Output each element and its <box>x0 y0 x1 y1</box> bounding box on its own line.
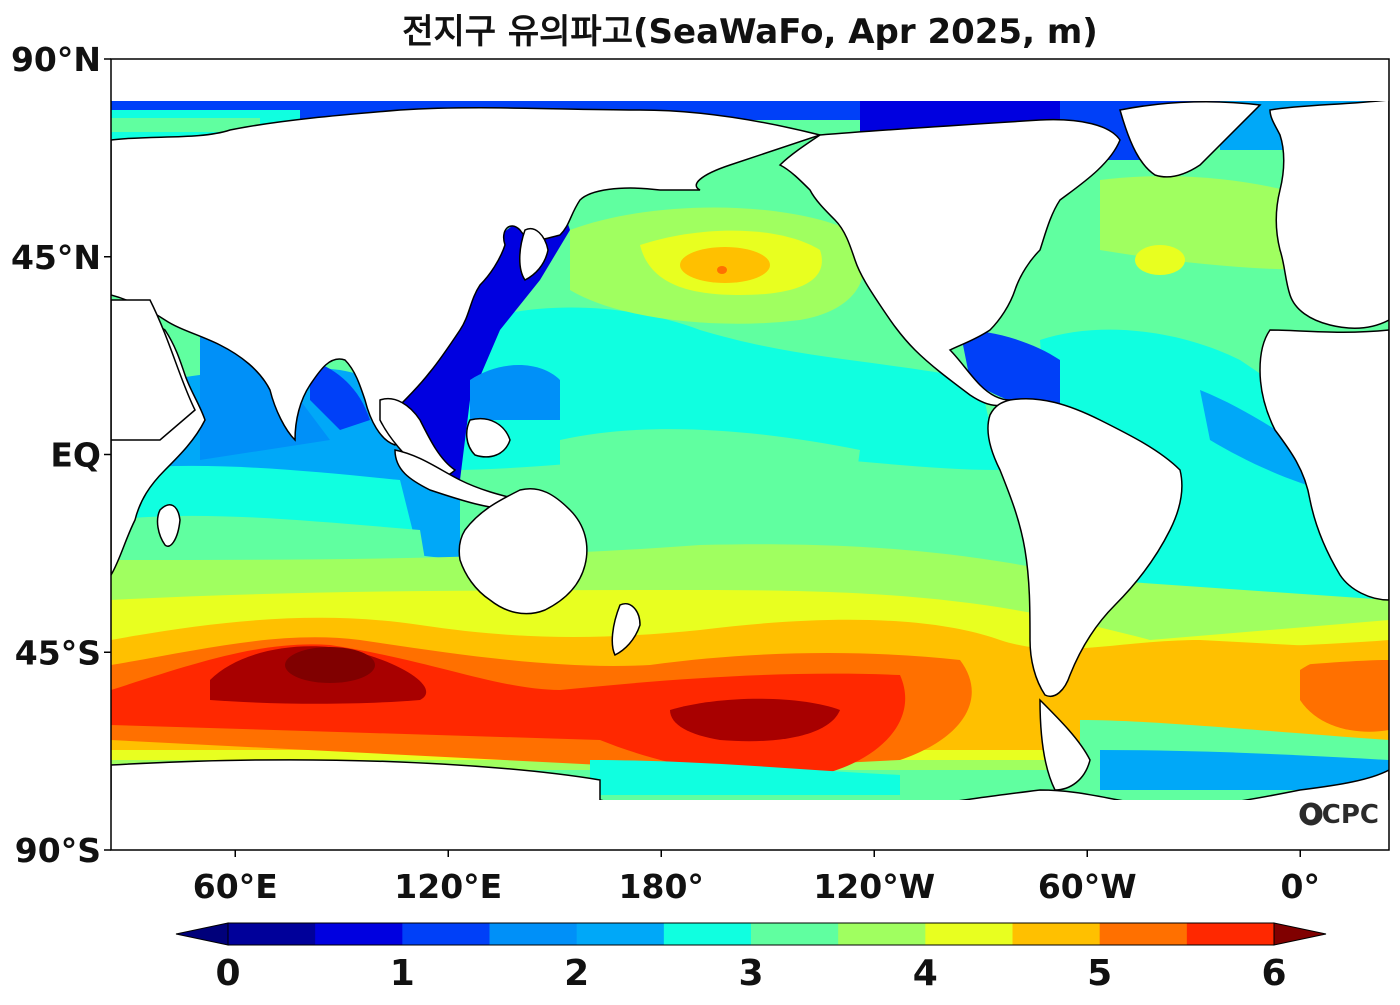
colorbar-bin <box>663 923 752 945</box>
lat-tick-label: 90°S <box>15 831 101 870</box>
colorbar-bin <box>751 923 839 945</box>
lat-tick-label: 90°N <box>11 40 101 79</box>
colorbar-bin <box>315 923 403 945</box>
colorbar-bin <box>228 923 316 945</box>
colorbar-tick-labels: 0 1 2 3 4 5 6 <box>215 953 1286 994</box>
lat-tick-label: EQ <box>50 436 101 475</box>
colorbar-bin <box>489 923 578 945</box>
latitude-ticks: 90°N 45°N EQ 45°S 90°S <box>11 40 111 870</box>
wave-height-field <box>111 100 1389 800</box>
colorbar-tick-label: 5 <box>1087 953 1112 994</box>
colorbar-bin <box>402 923 490 945</box>
colorbar-tick-label: 1 <box>390 953 415 994</box>
colorbar-under-extend <box>175 922 229 946</box>
colorbar-tick-label: 3 <box>738 953 763 994</box>
colorbar-over-extend <box>1273 922 1327 946</box>
ocpc-logo-text: OCPC <box>1300 800 1379 830</box>
lat-tick-label: 45°N <box>11 238 101 277</box>
colorbar-tick-label: 2 <box>564 953 589 994</box>
lon-tick-label: 60°E <box>193 867 278 906</box>
colorbar-frame <box>227 922 1275 946</box>
colorbar-tick-label: 4 <box>913 953 938 994</box>
colorbar-tick-label: 6 <box>1261 953 1286 994</box>
colorbar-bin <box>925 923 1013 945</box>
colorbar-bin <box>576 923 665 945</box>
lon-tick-label: 120°E <box>394 867 502 906</box>
lat-tick-label: 45°S <box>15 633 101 672</box>
map-title: 전지구 유의파고(SeaWaFo, Apr 2025, m) <box>402 12 1098 52</box>
colorbar-bin <box>1099 923 1188 945</box>
ocpc-logo: OCPC <box>1299 800 1379 830</box>
colorbar-tick-label: 0 <box>215 953 240 994</box>
colorbar <box>175 922 1327 946</box>
lon-tick-label: 120°W <box>813 867 935 906</box>
lon-tick-label: 60°W <box>1038 867 1137 906</box>
map-area <box>111 59 1389 850</box>
colorbar-bin <box>1186 923 1275 945</box>
colorbar-bin <box>838 923 926 945</box>
lon-tick-label: 180° <box>619 867 704 906</box>
colorbar-bin <box>1012 923 1101 945</box>
lon-tick-label: 0° <box>1281 867 1320 906</box>
longitude-ticks: 60°E 120°E 180° 120°W 60°W 0° <box>193 850 1320 906</box>
